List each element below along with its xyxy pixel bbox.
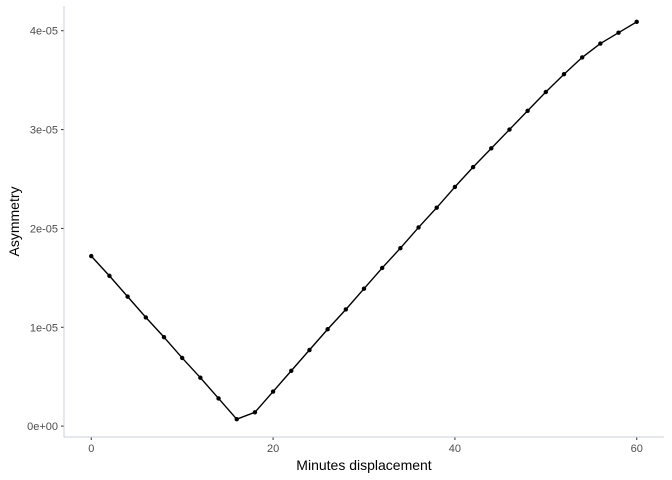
data-point	[634, 19, 639, 25]
x-tick-label: 60	[631, 443, 643, 455]
data-point	[307, 347, 312, 353]
data-point	[198, 375, 203, 380]
data-point	[252, 410, 258, 415]
x-axis-title: Minutes displacement	[296, 457, 432, 473]
data-point	[343, 307, 349, 312]
data-point	[543, 89, 549, 95]
y-tick-label: 1e-05	[30, 322, 58, 334]
y-tick-label: 3e-05	[30, 125, 58, 137]
data-point	[361, 286, 367, 291]
data-point	[270, 389, 276, 394]
data-point	[579, 55, 585, 60]
series-group	[89, 19, 639, 422]
data-point	[234, 417, 239, 422]
x-axis-ticks: 0 20 40 60	[88, 437, 643, 455]
data-point	[470, 164, 476, 170]
data-point	[216, 396, 221, 401]
y-axis-ticks: 0e+00 1e-05 2e-05 3e-05 4e-05	[27, 26, 64, 433]
data-point	[452, 184, 458, 190]
x-tick-label: 20	[267, 443, 279, 455]
data-point	[398, 245, 403, 251]
data-point	[489, 146, 494, 151]
data-point	[561, 72, 567, 77]
data-point	[289, 368, 294, 373]
data-point	[179, 355, 185, 361]
data-point	[325, 327, 330, 332]
y-tick-label: 4e-05	[30, 26, 58, 38]
data-point	[416, 225, 421, 230]
y-axis-title: Asymmetry	[6, 187, 22, 257]
x-tick-label: 40	[449, 443, 461, 455]
x-tick-label: 0	[88, 443, 94, 455]
data-point	[507, 127, 512, 132]
y-tick-label: 0e+00	[27, 421, 58, 433]
data-point	[125, 294, 130, 299]
data-point	[143, 315, 149, 320]
data-point	[434, 205, 439, 210]
data-point	[379, 265, 385, 271]
data-point	[598, 41, 603, 46]
series-line	[90, 21, 638, 420]
data-point	[89, 253, 94, 259]
data-point	[107, 273, 112, 279]
data-point	[616, 30, 621, 35]
y-tick-label: 2e-05	[30, 223, 58, 235]
data-point	[525, 108, 530, 113]
data-point	[161, 334, 167, 340]
